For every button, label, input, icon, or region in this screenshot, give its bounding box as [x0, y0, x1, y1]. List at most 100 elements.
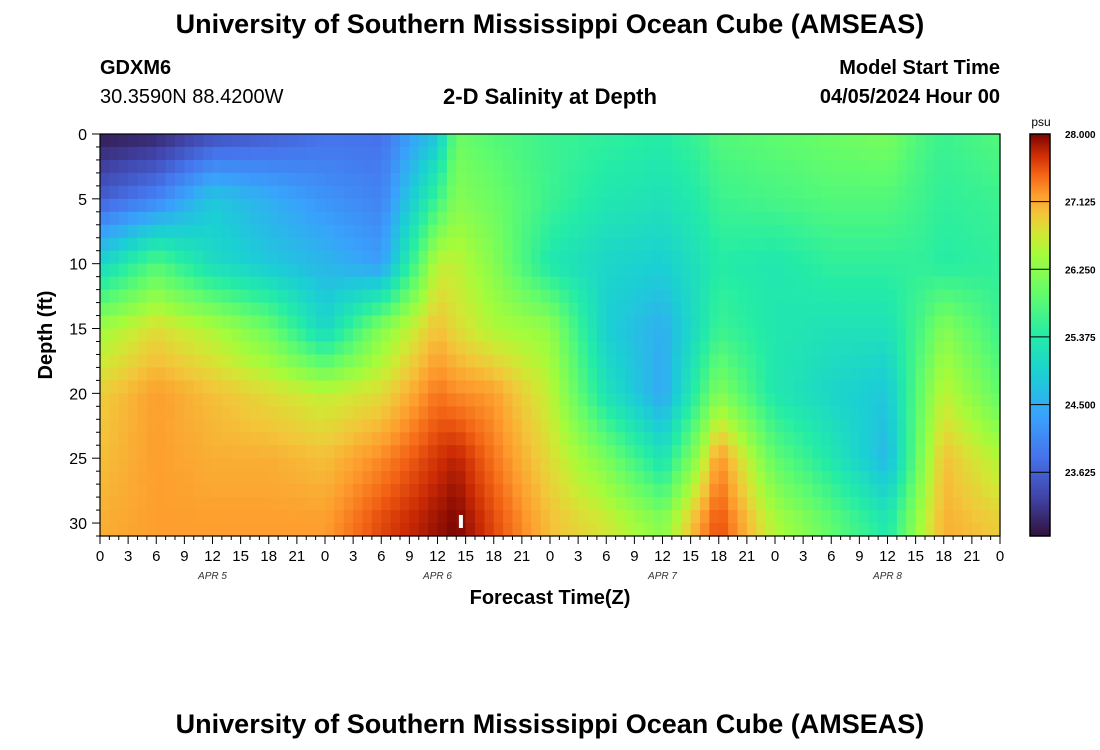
heatmap-cell: [643, 484, 654, 498]
heatmap-cell: [446, 159, 457, 174]
heatmap-cell: [934, 328, 945, 343]
heatmap-cell: [540, 458, 551, 472]
heatmap-cell: [793, 315, 804, 330]
heatmap-cell: [831, 302, 842, 317]
heatmap-cell: [868, 224, 879, 239]
heatmap-cell: [428, 315, 439, 330]
heatmap-cell: [240, 393, 251, 407]
heatmap-cell: [100, 354, 110, 369]
heatmap-cell: [353, 134, 364, 148]
heatmap-cell: [662, 354, 673, 369]
heatmap-cell: [746, 393, 757, 407]
heatmap-cell: [934, 367, 945, 381]
heatmap-cell: [475, 458, 485, 472]
heatmap-cell: [700, 185, 710, 200]
heatmap-cell: [728, 172, 739, 187]
heatmap-cell: [503, 263, 514, 278]
heatmap-cell: [859, 185, 870, 200]
heatmap-cell: [540, 159, 551, 174]
heatmap-cell: [550, 380, 560, 394]
heatmap-cell: [315, 263, 326, 278]
heatmap-cell: [456, 458, 467, 472]
heatmap-cell: [278, 315, 289, 330]
heatmap-cell: [193, 367, 204, 381]
heatmap-cell: [840, 341, 851, 356]
heatmap-cell: [334, 380, 345, 394]
heatmap-cell: [559, 354, 570, 369]
heatmap-cell: [221, 380, 232, 394]
heatmap-cell: [278, 224, 289, 239]
heatmap-cell: [765, 289, 776, 304]
heatmap-cell: [437, 523, 448, 537]
heatmap-cell: [784, 497, 795, 511]
heatmap-cell: [765, 134, 776, 148]
heatmap-cell: [306, 172, 317, 187]
heatmap-cell: [521, 458, 532, 472]
heatmap-cell: [521, 471, 532, 485]
heatmap-cell: [446, 146, 457, 161]
heatmap-cell: [203, 406, 214, 420]
heatmap-cell: [362, 250, 373, 265]
heatmap-cell: [690, 406, 701, 420]
heatmap-cell: [296, 250, 307, 265]
heatmap-cell: [906, 393, 917, 407]
heatmap-cell: [681, 237, 692, 252]
heatmap-cell: [971, 510, 982, 524]
heatmap-cell: [118, 380, 129, 394]
heatmap-cell: [550, 134, 560, 148]
heatmap-cell: [971, 523, 982, 537]
heatmap-cell: [521, 263, 532, 278]
heatmap-cell: [362, 134, 373, 148]
heatmap-cell: [353, 172, 364, 187]
heatmap-cell: [146, 445, 157, 459]
heatmap-cell: [156, 250, 167, 265]
heatmap-cell: [990, 406, 1001, 420]
heatmap-cell: [362, 276, 373, 291]
heatmap-cell: [193, 354, 204, 369]
heatmap-cell: [746, 367, 757, 381]
heatmap-cell: [287, 263, 298, 278]
heatmap-cell: [803, 406, 814, 420]
heatmap-cell: [953, 263, 964, 278]
heatmap-cell: [568, 510, 579, 524]
heatmap-cell: [371, 146, 382, 161]
heatmap-cell: [128, 328, 139, 343]
heatmap-cell: [165, 458, 176, 472]
heatmap-cell: [568, 289, 579, 304]
heatmap-cell: [428, 471, 439, 485]
heatmap-cell: [934, 393, 945, 407]
heatmap-cell: [868, 497, 879, 511]
heatmap-cell: [240, 510, 251, 524]
heatmap-cell: [137, 380, 148, 394]
heatmap-cell: [925, 289, 935, 304]
heatmap-cell: [625, 198, 635, 213]
heatmap-cell: [728, 237, 739, 252]
heatmap-cell: [503, 224, 514, 239]
heatmap-cell: [465, 367, 476, 381]
heatmap-cell: [953, 172, 964, 187]
heatmap-cell: [175, 315, 185, 330]
x-tick-label: 6: [152, 548, 160, 565]
heatmap-cell: [709, 380, 720, 394]
colorbar-tick-label: 24.500: [1065, 401, 1096, 412]
heatmap-cell: [503, 393, 514, 407]
heatmap-cell: [746, 471, 757, 485]
heatmap-cell: [268, 458, 279, 472]
heatmap-cell: [559, 302, 570, 317]
heatmap-cell: [493, 419, 504, 433]
heatmap-cell: [737, 328, 748, 343]
heatmap-cell: [971, 198, 982, 213]
heatmap-cell: [578, 367, 589, 381]
heatmap-cell: [343, 146, 354, 161]
heatmap-cell: [803, 250, 814, 265]
heatmap-cell: [353, 302, 364, 317]
heatmap-cell: [878, 510, 889, 524]
heatmap-cell: [118, 354, 129, 369]
heatmap-cell: [878, 134, 889, 148]
heatmap-cell: [296, 328, 307, 343]
heatmap-cell: [906, 458, 917, 472]
heatmap-cell: [943, 250, 954, 265]
heatmap-cell: [709, 211, 720, 226]
heatmap-cell: [831, 237, 842, 252]
heatmap-cell: [353, 445, 364, 459]
